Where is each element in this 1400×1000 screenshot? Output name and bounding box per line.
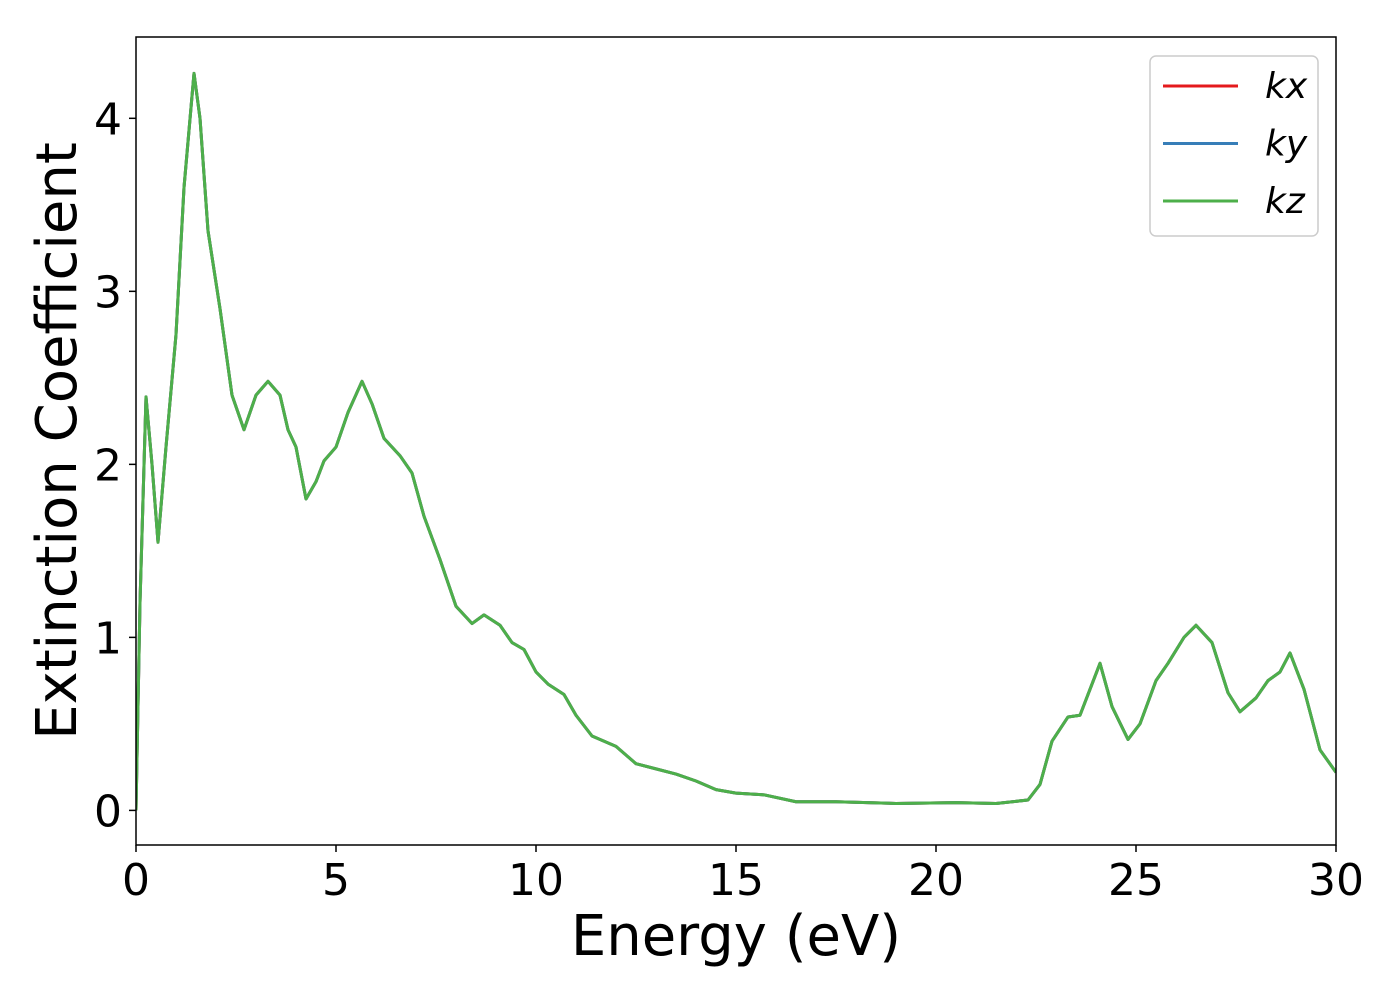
x-tick-label: 15	[708, 855, 764, 906]
legend-label: ky	[1265, 124, 1308, 165]
y-tick-label: 0	[94, 786, 122, 837]
legend-label: kx	[1265, 66, 1308, 107]
x-tick-label: 30	[1308, 855, 1364, 906]
data-line	[136, 71, 1336, 811]
y-tick-label: 1	[94, 613, 122, 664]
y-axis-label: Extinction Coefficient	[25, 142, 90, 740]
y-tick-label: 3	[94, 267, 122, 318]
x-tick-label: 10	[508, 855, 564, 906]
x-axis-label: Energy (eV)	[571, 904, 901, 969]
x-tick-label: 20	[908, 855, 964, 906]
legend-label: kz	[1265, 181, 1306, 222]
plot-frame	[135, 36, 1337, 846]
x-tick-label: 25	[1108, 855, 1164, 906]
y-tick-label: 2	[94, 440, 122, 491]
y-tick-label: 4	[94, 94, 122, 145]
x-tick-label: 0	[122, 855, 150, 906]
legend-box	[1149, 55, 1319, 237]
x-tick-label: 5	[322, 855, 350, 906]
